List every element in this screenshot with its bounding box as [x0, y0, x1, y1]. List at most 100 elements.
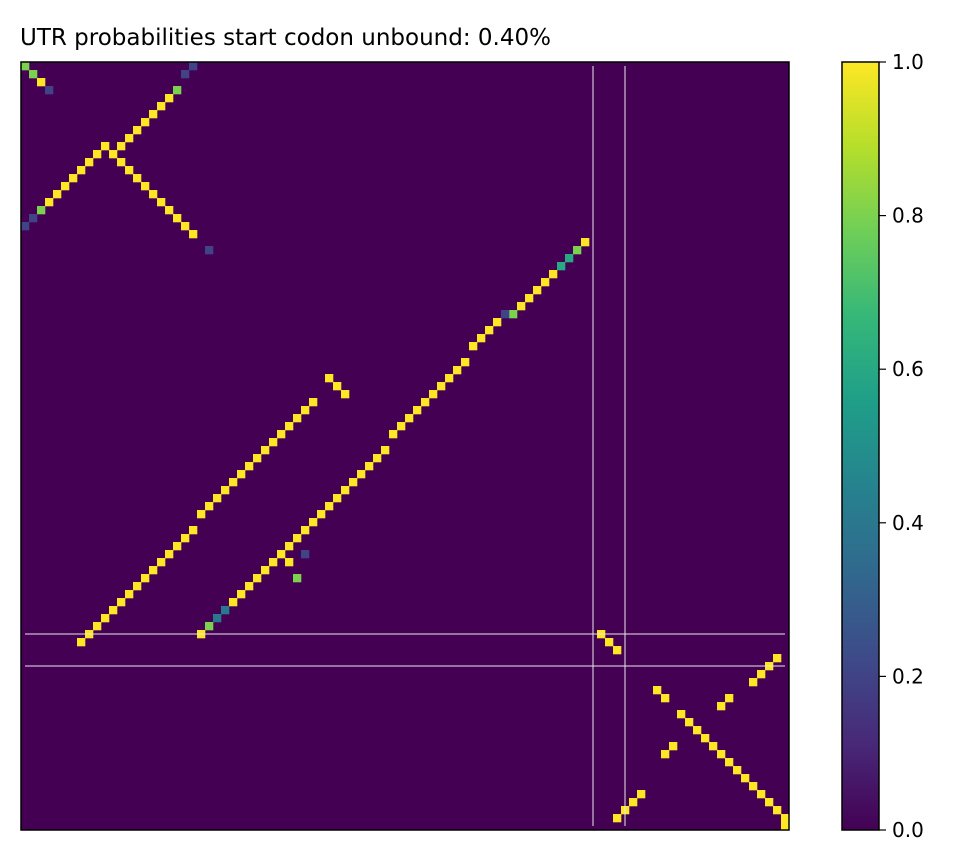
heatmap-cell: [173, 542, 182, 551]
heatmap-cell: [445, 374, 454, 383]
heatmap-cell: [165, 206, 174, 215]
heatmap-cell: [741, 774, 750, 783]
heatmap-cell: [669, 742, 678, 751]
heatmap-cell: [317, 510, 326, 519]
heatmap-cell: [205, 502, 214, 511]
heatmap-cell: [285, 422, 294, 431]
colorbar-gradient: [842, 62, 879, 830]
heatmap-cell: [189, 62, 198, 71]
heatmap-cell: [37, 78, 46, 87]
heatmap-cell: [189, 230, 198, 239]
heatmap-cell: [213, 614, 222, 623]
colorbar-frame: [841, 61, 880, 831]
heatmap-cell: [525, 294, 534, 303]
heatmap-cell: [613, 646, 622, 655]
heatmap-cell: [85, 158, 94, 167]
heatmap-cell: [613, 814, 622, 823]
heatmap-cell: [189, 526, 198, 535]
heatmap-cell: [309, 518, 318, 527]
heatmap-cell: [549, 270, 558, 279]
heatmap-cell: [453, 366, 462, 375]
heatmap-cell: [141, 118, 150, 127]
heatmap-cell: [253, 574, 262, 583]
colorbar-tick-label: 0.0: [892, 818, 924, 842]
heatmap-cell: [773, 806, 782, 815]
heatmap-cell: [565, 254, 574, 263]
heatmap-cell: [93, 622, 102, 631]
heatmap-cell: [461, 358, 470, 367]
heatmap-cell: [165, 94, 174, 103]
heatmap-cell: [709, 742, 718, 751]
heatmap-cell: [53, 190, 62, 199]
heatmap-cell: [109, 150, 118, 159]
heatmap-cell: [21, 222, 30, 231]
heatmap-cell: [205, 246, 214, 255]
heatmap-cell: [269, 438, 278, 447]
heatmap-cell: [637, 790, 646, 799]
heatmap-cell: [205, 622, 214, 631]
heatmap-cell: [293, 534, 302, 543]
heatmap-cell: [325, 502, 334, 511]
heatmap-cell: [157, 102, 166, 111]
heatmap-cell: [605, 638, 614, 647]
heatmap-cell: [269, 558, 278, 567]
colorbar-tick-label: 0.8: [892, 204, 924, 228]
heatmap-cell: [781, 814, 790, 823]
heatmap-cell: [477, 334, 486, 343]
heatmap-cell: [29, 70, 38, 79]
heatmap-cell: [381, 446, 390, 455]
heatmap-cell: [93, 150, 102, 159]
heatmap-cell: [101, 614, 110, 623]
heatmap-cell: [773, 654, 782, 663]
heatmap-cell: [333, 382, 342, 391]
heatmap-cell: [749, 782, 758, 791]
heatmap-cell: [405, 414, 414, 423]
heatmap-cell: [261, 446, 270, 455]
heatmap-cell: [661, 694, 670, 703]
heatmap-cell: [277, 550, 286, 559]
heatmap-cell: [389, 430, 398, 439]
heatmap-cell: [333, 494, 342, 503]
heatmap-cell: [629, 798, 638, 807]
heatmap-cell: [221, 486, 230, 495]
heatmap-cell: [397, 422, 406, 431]
heatmap-cell: [469, 342, 478, 351]
heatmap-cell: [421, 398, 430, 407]
heatmap-cell: [149, 110, 158, 119]
heatmap-plot-area: [20, 61, 790, 831]
heatmap-cell: [437, 382, 446, 391]
heatmap-cell: [413, 406, 422, 415]
heatmap-cell: [717, 750, 726, 759]
heatmap-cell: [149, 190, 158, 199]
heatmap-cell: [301, 550, 310, 559]
heatmap-cell: [149, 566, 158, 575]
heatmap-cell: [165, 550, 174, 559]
heatmap-cell: [285, 558, 294, 567]
heatmap-cell: [77, 638, 86, 647]
heatmap-cell: [261, 566, 270, 575]
heatmap-cell: [509, 310, 518, 319]
heatmap-cell: [365, 462, 374, 471]
plot-frame: [20, 61, 790, 831]
colorbar-tick-label: 0.2: [892, 664, 924, 688]
heatmap-cell: [325, 374, 334, 383]
heatmap-cell: [181, 70, 190, 79]
heatmap-cell: [181, 534, 190, 543]
heatmap-cell: [245, 462, 254, 471]
heatmap-cell: [341, 486, 350, 495]
heatmap-cell: [29, 214, 38, 223]
heatmap-cell: [237, 590, 246, 599]
heatmap-cell: [133, 582, 142, 591]
heatmap-cell: [125, 134, 134, 143]
heatmap-cell: [301, 406, 310, 415]
heatmap-cell: [133, 174, 142, 183]
heatmap-cell: [677, 710, 686, 719]
heatmap-cell: [21, 62, 30, 71]
heatmap-cell: [429, 390, 438, 399]
heatmap-cell: [301, 526, 310, 535]
heatmap-cell: [341, 390, 350, 399]
heatmap-cell: [485, 326, 494, 335]
heatmap-cell: [181, 222, 190, 231]
heatmap-cell: [197, 510, 206, 519]
heatmap-cell: [173, 214, 182, 223]
